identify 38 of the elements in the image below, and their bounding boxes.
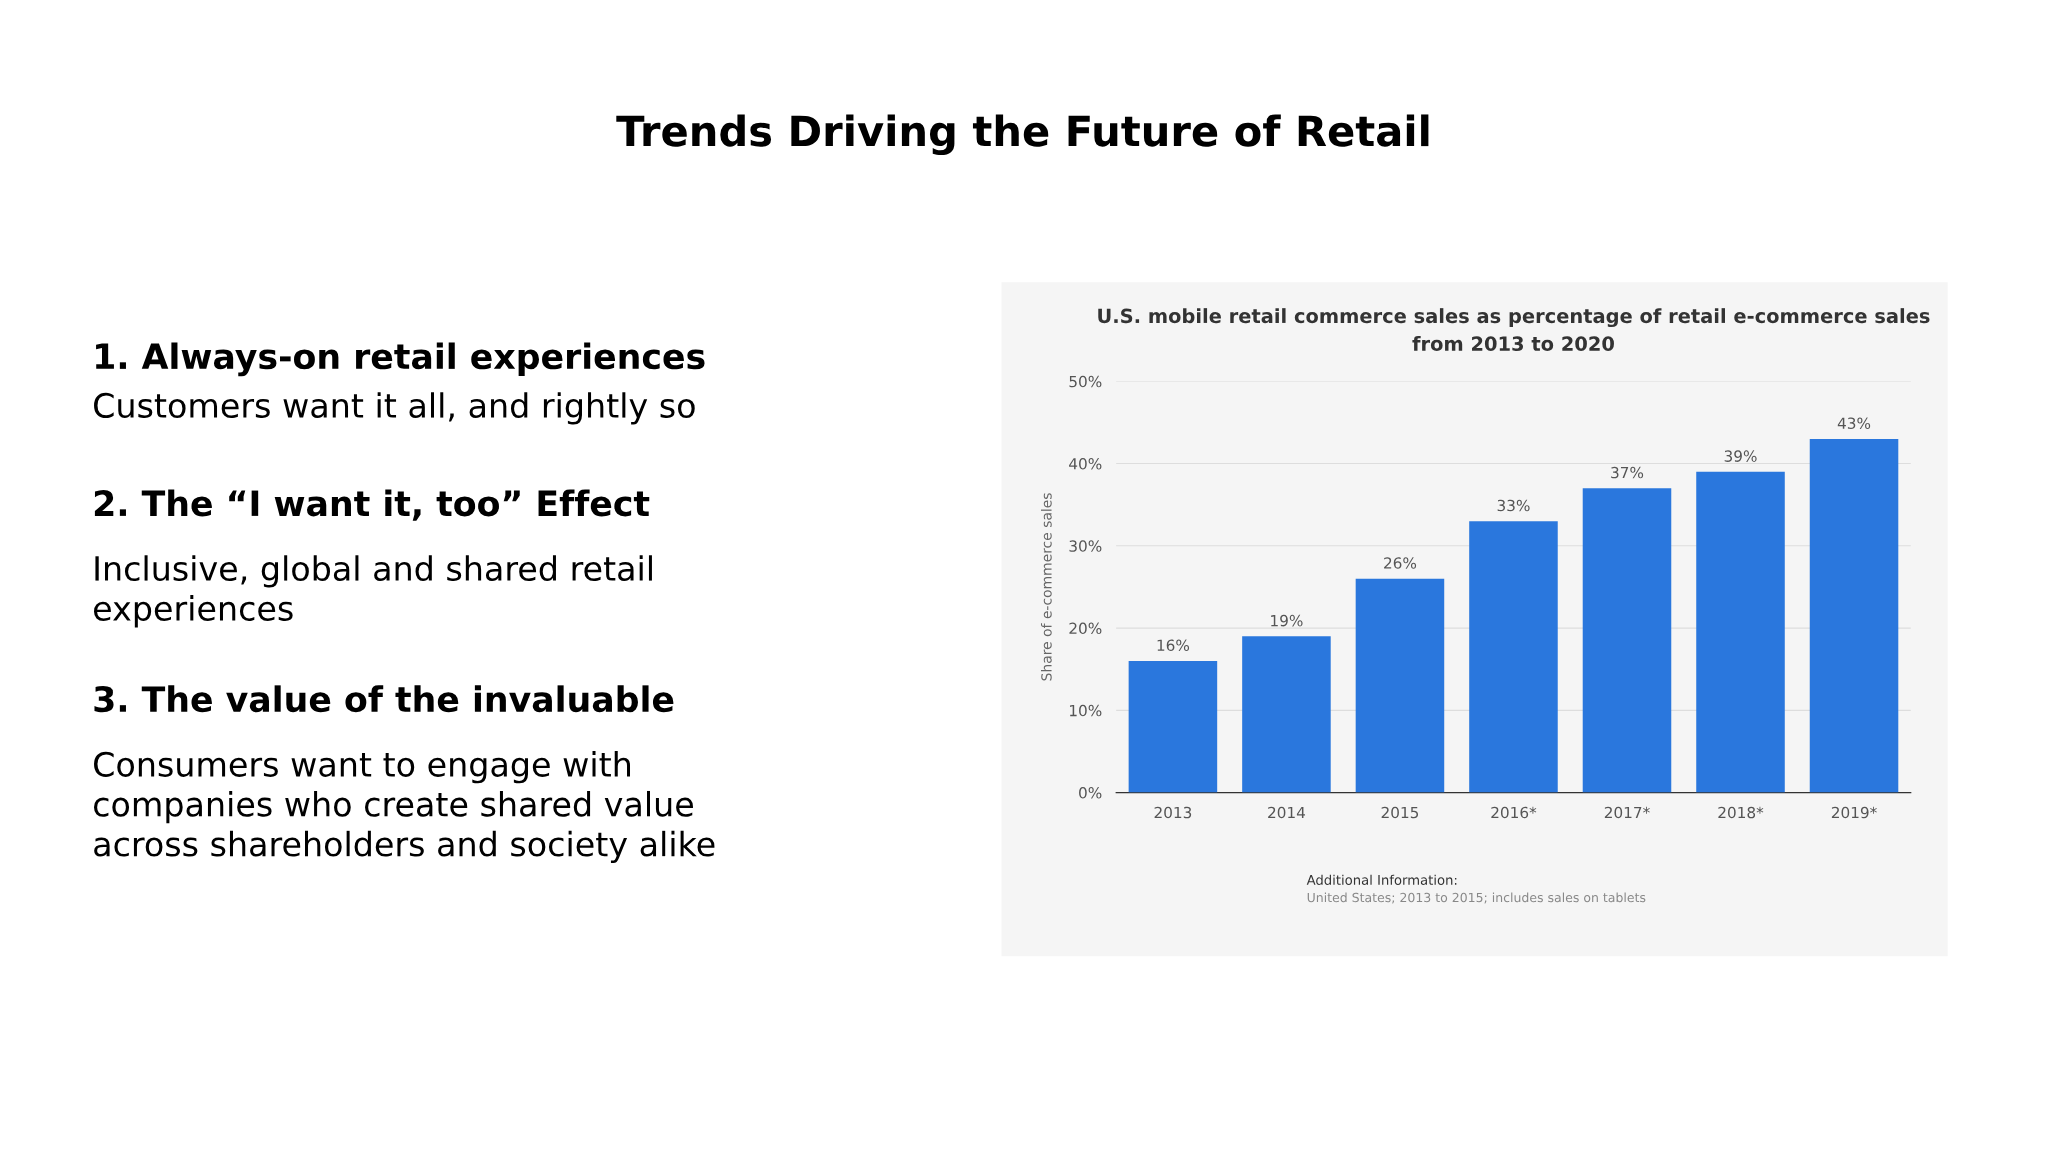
text: 3. The value of the invaluable <box>94 685 674 713</box>
y-tick-label: 30% <box>1069 540 1102 552</box>
y-tick-label: 40% <box>1069 458 1102 470</box>
bar <box>1809 438 1899 793</box>
bar <box>1469 521 1558 793</box>
text: Inclusive, global and shared retail experiences <box>94 555 652 628</box>
text: 2. The “I want it, too” Effect <box>94 489 650 521</box>
data-label: 33% <box>1497 499 1530 512</box>
data-label: 39% <box>1724 450 1757 462</box>
bar <box>1582 488 1672 793</box>
text: Consumers want to engage with companies who create shared value across shareholders and society alike <box>94 751 715 864</box>
y-tick-label: 0% <box>1079 787 1102 799</box>
x-tick-label: 2013 <box>1154 806 1192 819</box>
data-label: 43% <box>1837 417 1871 429</box>
data-label: 16% <box>1157 639 1190 652</box>
y-tick-label: 10% <box>1069 704 1102 717</box>
y-tick-label: 50% <box>1069 375 1102 388</box>
data-label: 37% <box>1611 466 1644 479</box>
data-label: 19% <box>1271 614 1303 627</box>
x-tick-label: 2017* <box>1604 806 1650 819</box>
bar <box>1242 636 1331 793</box>
text: 1. Always-on retail experiences <box>96 342 705 377</box>
data-label: 26% <box>1384 557 1417 569</box>
bar <box>1355 578 1445 793</box>
bar <box>1128 660 1218 793</box>
bar <box>1696 471 1785 793</box>
chart-title: U.S. mobile retail commerce sales as percentage of retail e-commerce sales from 2013 to 2020 <box>1098 308 1930 352</box>
y-tick-label: 20% <box>1069 622 1102 635</box>
text: United States; 2013 to 2015; includes sales on tablets <box>1307 892 1646 904</box>
x-tick-label: 2019* <box>1831 806 1877 819</box>
text: Customers want it all, and rightly so <box>94 392 695 425</box>
y-axis-title: Share of e-commerce sales <box>1040 493 1052 681</box>
x-tick-label: 2018* <box>1718 806 1764 819</box>
x-tick-label: 2015 <box>1381 806 1419 819</box>
text: Trends Driving the Future of Retail <box>616 114 1429 156</box>
text: Additional Information: <box>1306 874 1457 885</box>
x-tick-label: 2014 <box>1268 806 1306 819</box>
x-tick-label: 2016* <box>1491 806 1537 819</box>
